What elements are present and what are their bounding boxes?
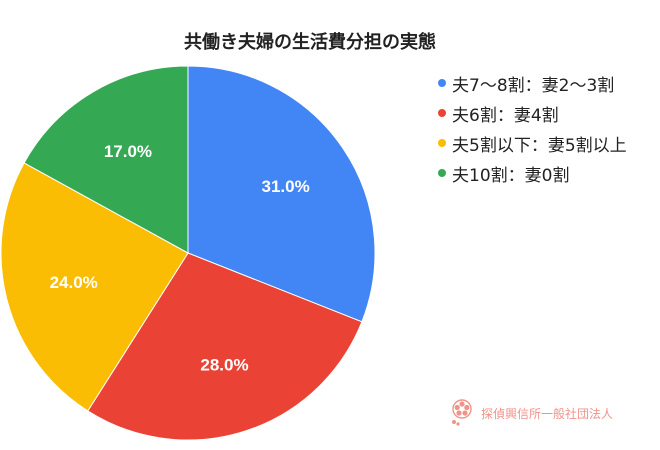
legend-item: 夫7〜8割：妻2〜3割: [438, 68, 627, 98]
legend-marker-icon: [438, 79, 446, 87]
slice-value-label: 31.0%: [261, 177, 309, 196]
legend-item: 夫5割以下：妻5割以上: [438, 128, 627, 158]
slice-husband-70-80: [187, 65, 376, 323]
slice-husband-60: [87, 252, 363, 441]
slice-husband-100: [23, 65, 189, 254]
legend-label: 夫6割：妻4割: [452, 105, 559, 126]
legend-label: 夫5割以下：妻5割以上: [452, 135, 627, 156]
legend-label: 夫7〜8割：妻2〜3割: [452, 75, 615, 96]
slice-value-label: 24.0%: [50, 273, 98, 292]
slice-value-label: 28.0%: [200, 356, 248, 375]
slice-value-label: 17.0%: [104, 142, 152, 161]
watermark: 探偵興信所一般社団法人: [449, 398, 613, 428]
legend-marker-icon: [438, 139, 446, 147]
legend-item: 夫6割：妻4割: [438, 98, 627, 128]
chart-title: 共働き夫婦の生活費分担の実態: [184, 32, 436, 53]
legend-item: 夫10割：妻0割: [438, 158, 627, 188]
legend-label: 夫10割：妻0割: [452, 165, 570, 186]
legend-marker-icon: [438, 169, 446, 177]
legend-marker-icon: [438, 109, 446, 117]
watermark-text: 探偵興信所一般社団法人: [481, 406, 614, 421]
slice-husband-50-or-less: [0, 162, 189, 412]
cherry-blossom-logo-icon: [452, 399, 472, 426]
chart-legend: 夫7〜8割：妻2〜3割 夫6割：妻4割 夫5割以下：妻5割以上 夫10割：妻0割: [438, 68, 627, 188]
